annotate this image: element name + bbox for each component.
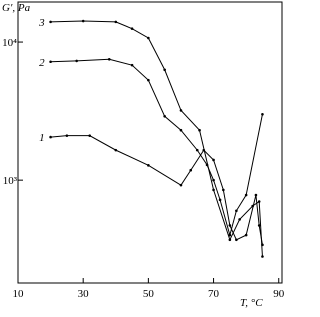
point [251, 204, 254, 208]
series-label: 2 [39, 57, 45, 69]
x-tick-label: 30 [78, 288, 90, 300]
point [75, 59, 78, 63]
point [254, 193, 258, 197]
point [244, 233, 248, 237]
point [212, 158, 215, 162]
point [212, 188, 215, 192]
point [49, 60, 52, 64]
point [88, 134, 92, 137]
series-label: 3 [38, 17, 45, 29]
point [235, 238, 238, 242]
point [49, 135, 52, 139]
point [179, 183, 183, 187]
plot-frame [17, 1, 283, 284]
y-tick-label: 10⁴ [2, 37, 17, 49]
point [81, 19, 85, 23]
series-line [50, 58, 263, 238]
x-tick-label: 90 [273, 288, 284, 300]
point [235, 209, 238, 213]
point [228, 233, 232, 237]
point [189, 168, 193, 172]
point [257, 224, 261, 227]
point [49, 20, 52, 24]
point [228, 238, 232, 242]
series-label: 1 [39, 132, 45, 144]
series-line [50, 135, 263, 245]
point [222, 188, 225, 192]
point [65, 134, 69, 137]
chart: G′, Pa T, °C 10 30 50 70 90 10³ 10⁴ 1 2 3 [2, 1, 285, 309]
point [114, 20, 118, 24]
x-axis-label: T, °C [240, 297, 263, 309]
point [114, 148, 118, 152]
point [244, 193, 248, 197]
point [179, 109, 183, 112]
point [261, 112, 264, 116]
point [198, 128, 201, 132]
point [163, 114, 166, 118]
x-tick-label: 50 [143, 288, 155, 300]
y-tick-label: 10³ [3, 175, 18, 187]
point [238, 218, 241, 221]
y-axis-label: G′, Pa [2, 2, 31, 14]
point [130, 63, 134, 67]
point [261, 255, 264, 258]
point [179, 128, 183, 132]
point [257, 200, 261, 203]
series-line [50, 20, 263, 257]
point [147, 78, 150, 82]
point [147, 36, 150, 40]
x-tick-label: 70 [208, 288, 220, 300]
point [130, 27, 134, 30]
point [195, 148, 199, 152]
point [147, 164, 150, 167]
point [212, 178, 215, 182]
point [163, 68, 166, 72]
x-tick-label: 10 [13, 288, 25, 300]
point [107, 58, 111, 61]
point [228, 224, 232, 227]
point [218, 198, 222, 202]
